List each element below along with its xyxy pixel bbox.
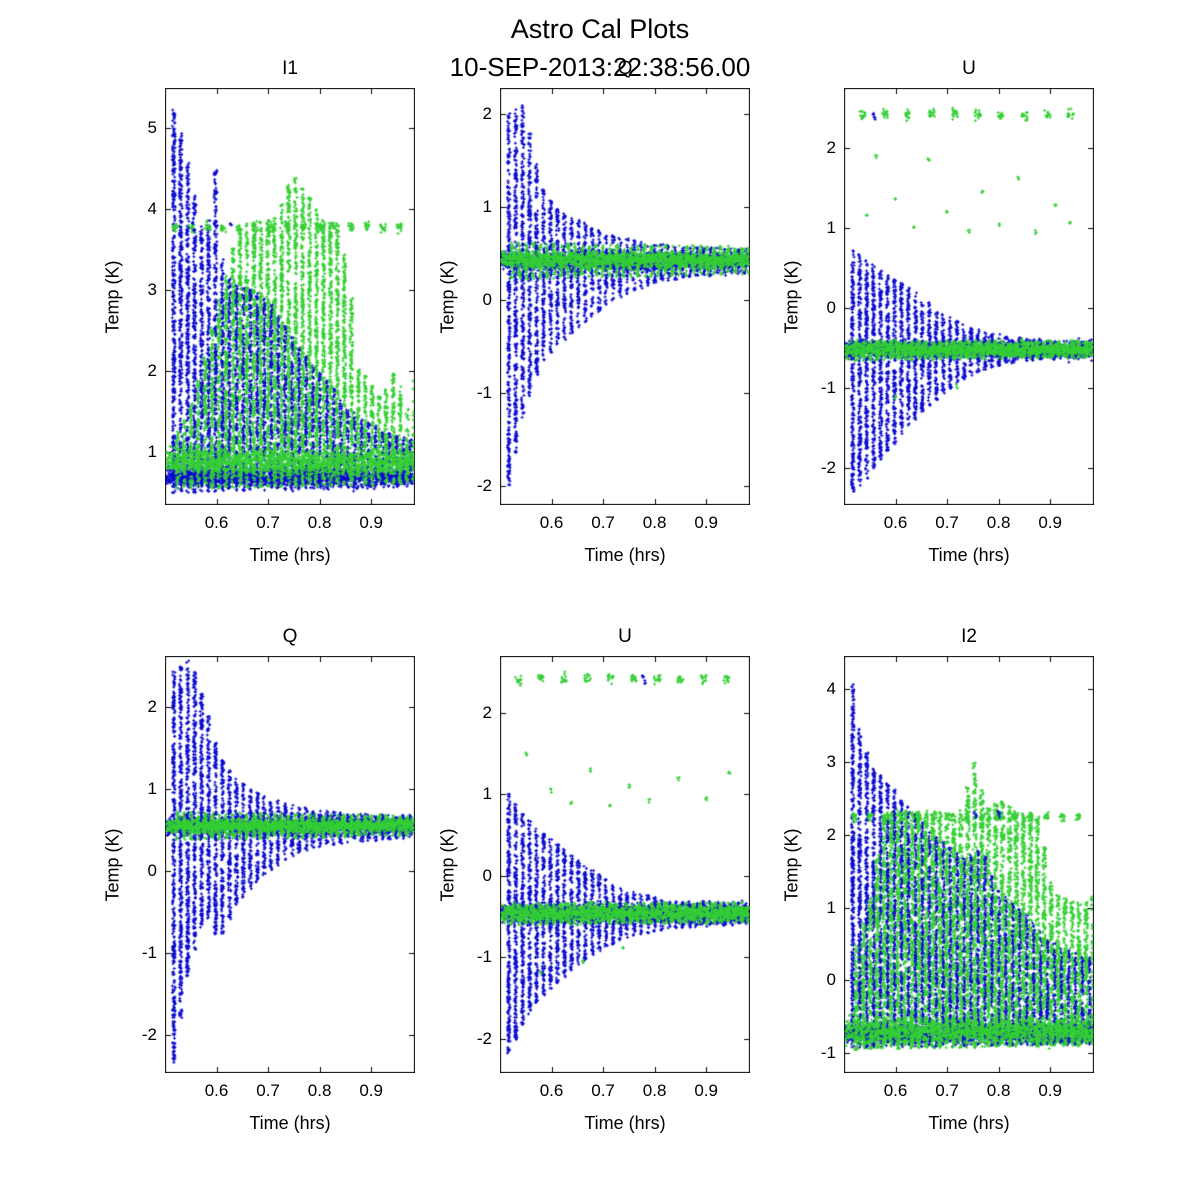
y-tick-label: 4 <box>826 678 836 698</box>
y-tick-label: -1 <box>141 943 157 963</box>
x-tick-label: 0.7 <box>935 513 959 532</box>
subplot-i2-5: I2 0.6 0.7 0.8 0.9 -1 0 1 2 3 4 Time (hrs) Temp (K) <box>759 596 1124 1153</box>
y-tick-label: 2 <box>482 104 492 124</box>
y-tick-label: 4 <box>147 199 157 219</box>
scatter-plot-canvas <box>844 656 1094 1073</box>
figure-title: Astro Cal Plots <box>510 14 690 44</box>
scatter-plot-canvas <box>500 656 750 1073</box>
subplot-i1-0: I1 0.6 0.7 0.8 0.9 1 2 3 4 5 Time (hrs) Temp (K) <box>80 28 445 585</box>
y-tick-label: 0 <box>826 970 836 990</box>
subplot-u-2: U 0.6 0.7 0.8 0.9 -2 -1 0 1 2 Time (hrs) Temp (K) <box>759 28 1124 585</box>
x-tick-label: 0.8 <box>986 1081 1011 1100</box>
x-tick-label: 0.8 <box>642 513 667 532</box>
subplot-q-1: Q 0.6 0.7 0.8 0.9 -2 -1 0 1 2 Time (hrs) Temp (K) <box>415 28 780 585</box>
y-tick-label: 2 <box>826 138 836 158</box>
x-tick-label: 0.8 <box>307 1081 332 1100</box>
y-tick-label: 0 <box>482 865 492 885</box>
y-tick-label: -2 <box>820 458 836 478</box>
x-tick-label: 0.6 <box>204 1081 229 1100</box>
y-tick-label: 0 <box>826 298 836 318</box>
x-tick-label: 0.6 <box>204 513 229 532</box>
scatter-plot-canvas <box>844 88 1094 505</box>
x-tick-label: 0.6 <box>883 1081 908 1100</box>
x-axis-label: Time (hrs) <box>249 1113 331 1133</box>
y-tick-label: -1 <box>820 1043 836 1063</box>
y-axis-label: Temp (K) <box>437 259 458 334</box>
y-tick-label: 2 <box>147 361 157 381</box>
y-tick-label: 1 <box>482 197 492 217</box>
x-tick-label: 0.7 <box>256 1081 280 1100</box>
x-axis-label: Time (hrs) <box>928 1113 1010 1133</box>
y-tick-label: -1 <box>476 947 492 967</box>
x-tick-label: 0.6 <box>539 1081 564 1100</box>
subplot-title: U <box>618 626 632 647</box>
x-tick-label: 0.8 <box>642 1081 667 1100</box>
x-tick-label: 0.8 <box>986 513 1011 532</box>
y-tick-label: 1 <box>147 778 157 798</box>
x-tick-label: 0.9 <box>359 513 383 532</box>
figure-subtitle: 10-SEP-2013:22:38:56.00 <box>449 52 751 82</box>
y-tick-label: -1 <box>820 378 836 398</box>
x-tick-label: 0.9 <box>694 1081 718 1100</box>
y-axis-label: Temp (K) <box>781 827 802 902</box>
y-tick-label: 3 <box>147 280 157 300</box>
subplot-title: Q <box>617 58 633 79</box>
x-tick-label: 0.7 <box>591 513 615 532</box>
y-axis-label: Temp (K) <box>102 827 123 902</box>
y-tick-label: 2 <box>147 696 157 716</box>
scatter-plot-canvas <box>500 88 750 505</box>
x-tick-label: 0.9 <box>694 513 718 532</box>
scatter-plot-canvas <box>165 88 415 505</box>
y-axis-label: Temp (K) <box>102 259 123 334</box>
x-tick-label: 0.7 <box>935 1081 959 1100</box>
y-tick-label: 5 <box>147 118 157 138</box>
x-tick-label: 0.6 <box>883 513 908 532</box>
y-tick-label: 2 <box>826 824 836 844</box>
y-tick-label: -2 <box>141 1025 157 1045</box>
x-tick-label: 0.8 <box>307 513 332 532</box>
x-axis-label: Time (hrs) <box>584 545 666 565</box>
x-tick-label: 0.6 <box>539 513 564 532</box>
x-axis-label: Time (hrs) <box>928 545 1010 565</box>
subplot-title: I2 <box>961 626 977 647</box>
y-tick-label: 1 <box>147 442 157 462</box>
subplot-title: Q <box>282 626 298 647</box>
subplot-title: U <box>962 58 976 79</box>
y-tick-label: -1 <box>476 383 492 403</box>
y-tick-label: 1 <box>482 784 492 804</box>
x-tick-label: 0.9 <box>359 1081 383 1100</box>
x-tick-label: 0.9 <box>1038 1081 1062 1100</box>
subplot-title: I1 <box>282 58 298 79</box>
x-tick-label: 0.9 <box>1038 513 1062 532</box>
y-tick-label: 0 <box>147 861 157 881</box>
subplot-u-4: U 0.6 0.7 0.8 0.9 -2 -1 0 1 2 Time (hrs) Temp (K) <box>415 596 780 1153</box>
subplot-q-3: Q 0.6 0.7 0.8 0.9 -2 -1 0 1 2 Time (hrs) Temp (K) <box>80 596 445 1153</box>
y-tick-label: -2 <box>476 1028 492 1048</box>
y-tick-label: 0 <box>482 290 492 310</box>
x-tick-label: 0.7 <box>591 1081 615 1100</box>
scatter-plot-canvas <box>165 656 415 1073</box>
y-tick-label: 3 <box>826 751 836 771</box>
y-tick-label: 2 <box>482 703 492 722</box>
x-tick-label: 0.7 <box>256 513 280 532</box>
x-axis-label: Time (hrs) <box>584 1113 666 1133</box>
y-tick-label: -2 <box>476 476 492 496</box>
y-tick-label: 1 <box>826 897 836 917</box>
y-axis-label: Temp (K) <box>781 259 802 334</box>
y-axis-label: Temp (K) <box>437 827 458 902</box>
y-tick-label: 1 <box>826 218 836 238</box>
x-axis-label: Time (hrs) <box>249 545 331 565</box>
